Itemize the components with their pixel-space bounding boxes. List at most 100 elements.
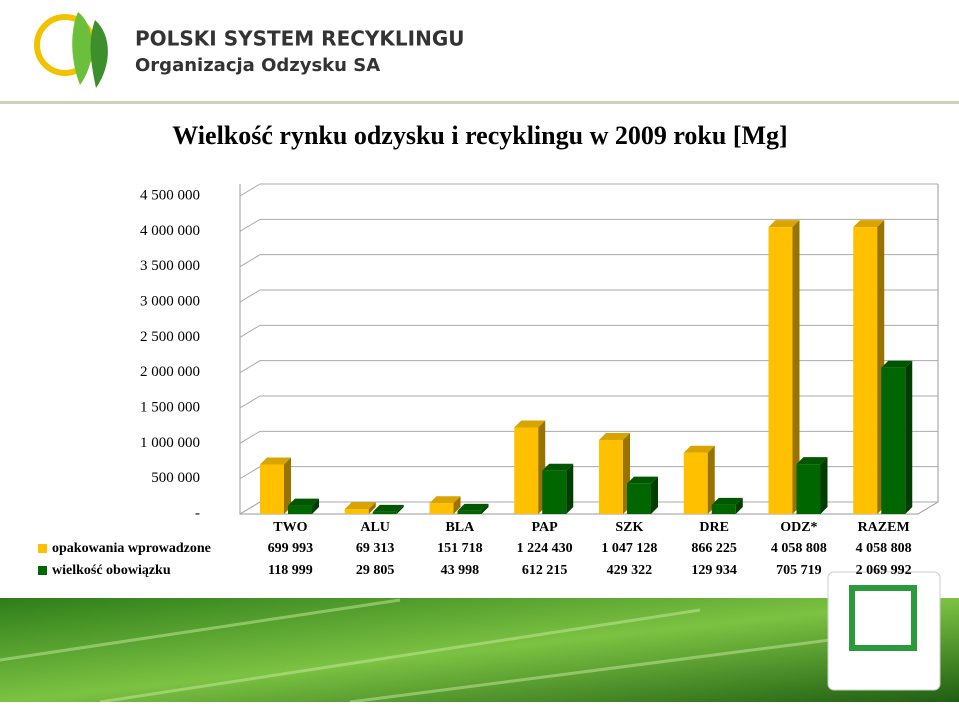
org-subtitle: Organizacja Odzysku SA xyxy=(135,55,380,76)
y-tick-label: 3 500 000 xyxy=(140,258,200,274)
bar-top xyxy=(288,498,319,506)
x-tick-label: TWO xyxy=(273,520,307,535)
bar-top xyxy=(853,220,885,228)
grid-line xyxy=(239,218,938,232)
bar-side xyxy=(820,457,828,514)
table-value: 1 224 430 xyxy=(517,541,573,556)
y-tick-label: 1 500 000 xyxy=(140,399,200,415)
bar-top xyxy=(768,220,800,228)
bar-top xyxy=(260,457,291,465)
bar xyxy=(457,510,482,514)
bar-side xyxy=(707,445,715,514)
bar xyxy=(542,470,567,514)
table-value: 2 069 992 xyxy=(856,563,912,578)
bar xyxy=(796,464,821,514)
bar-top xyxy=(599,433,630,441)
grid-line xyxy=(239,395,938,409)
bar xyxy=(372,511,397,514)
y-tick-label: 4 500 000 xyxy=(140,187,200,203)
bar xyxy=(627,483,651,514)
bar xyxy=(429,503,454,514)
bar-side xyxy=(905,360,913,514)
bar-side xyxy=(481,503,489,514)
bar-top xyxy=(542,463,574,471)
table-value: 699 993 xyxy=(268,541,314,556)
legend-label: wielkość obowiązku xyxy=(52,563,171,578)
bar-top xyxy=(711,497,743,505)
table-value: 4 058 808 xyxy=(771,541,827,556)
table-value: 429 322 xyxy=(607,563,653,578)
bar-side xyxy=(453,496,461,514)
legend-swatch xyxy=(38,544,47,553)
table-value: 43 998 xyxy=(441,563,480,578)
bar-top xyxy=(627,476,658,484)
campaign-logo-icon xyxy=(849,585,917,651)
bar-side xyxy=(735,497,743,514)
grid-line xyxy=(239,324,938,338)
bar-side xyxy=(396,504,404,514)
bar-side xyxy=(368,502,376,514)
logo xyxy=(34,12,108,88)
bar-side xyxy=(792,220,800,515)
bar-top xyxy=(344,502,376,510)
x-tick-label: BLA xyxy=(445,520,475,535)
bar-top xyxy=(457,503,489,511)
table-value: 129 934 xyxy=(691,563,737,578)
x-tick-label: SZK xyxy=(615,520,643,535)
x-tick-label: ODZ* xyxy=(780,520,817,535)
bar xyxy=(768,227,793,515)
grid-line xyxy=(239,254,938,268)
org-name: POLSKI SYSTEM RECYKLINGU xyxy=(135,27,464,51)
table-value: 612 215 xyxy=(522,563,568,578)
bar xyxy=(288,505,312,514)
table-value: 1 047 128 xyxy=(601,541,657,556)
bar-top xyxy=(796,457,828,465)
bar-top xyxy=(881,360,913,368)
bar-side xyxy=(312,498,319,514)
leaf-stripes xyxy=(0,598,831,704)
bar-top xyxy=(429,496,461,504)
x-tick-label: RAZEM xyxy=(858,520,910,535)
legend-swatch xyxy=(38,566,47,575)
table-value: 4 058 808 xyxy=(856,541,912,556)
table-value: 705 719 xyxy=(776,563,822,578)
bar-side xyxy=(566,463,574,514)
floor xyxy=(240,501,939,515)
bar xyxy=(260,464,284,514)
legend-label: opakowania wprowadzone xyxy=(52,541,211,556)
x-tick-label: ALU xyxy=(360,520,390,535)
table-value: 151 718 xyxy=(437,541,483,556)
y-tick-label: 3 000 000 xyxy=(140,293,200,309)
header-rule xyxy=(0,101,959,104)
bar xyxy=(514,427,539,514)
bar xyxy=(853,227,878,515)
bar-top xyxy=(683,445,715,453)
grid-line xyxy=(239,466,938,480)
bar xyxy=(711,504,736,514)
bar-top xyxy=(514,420,546,428)
bar xyxy=(344,509,369,514)
grid-line xyxy=(239,501,938,515)
table-value: 866 225 xyxy=(691,541,737,556)
bar-top xyxy=(372,504,404,512)
y-tick-label: 500 000 xyxy=(151,470,200,486)
y-tick-label: 2 500 000 xyxy=(140,329,200,345)
table-value: 118 999 xyxy=(268,563,313,578)
grid-line xyxy=(239,289,938,303)
bar xyxy=(881,367,906,514)
y-tick-label: 2 000 000 xyxy=(140,364,200,380)
table-value: 69 313 xyxy=(356,541,395,556)
back-wall xyxy=(239,184,939,515)
grid-line xyxy=(239,430,938,444)
y-tick-label: 1 000 000 xyxy=(140,435,200,451)
table-value: 29 805 xyxy=(356,563,395,578)
x-tick-label: DRE xyxy=(699,520,729,535)
grid-line xyxy=(239,360,938,374)
bar-side xyxy=(651,476,658,514)
x-tick-label: PAP xyxy=(532,520,559,535)
grid-line xyxy=(239,183,938,197)
bar-side xyxy=(284,457,291,514)
bar xyxy=(683,452,708,514)
bar xyxy=(599,440,623,514)
